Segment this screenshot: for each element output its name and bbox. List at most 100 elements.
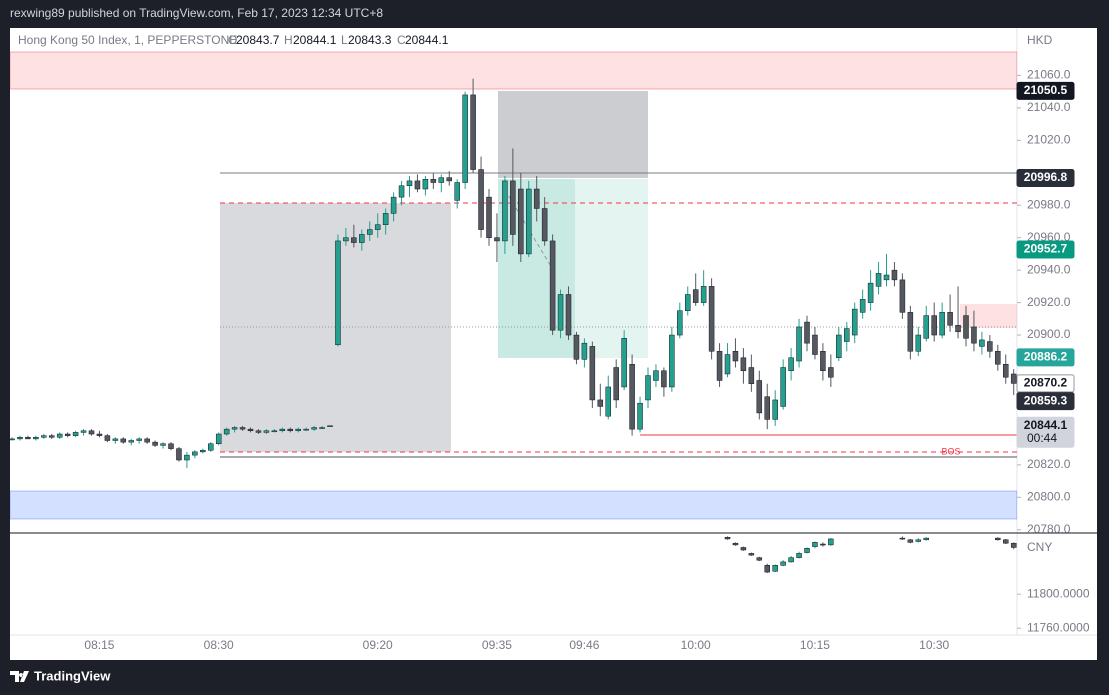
x-tick-label: 10:15 <box>800 638 830 652</box>
candle-body <box>995 351 1001 365</box>
candle-body <box>820 351 826 371</box>
candle-body <box>255 430 262 433</box>
countdown: 00:44 <box>1027 431 1057 445</box>
x-tick-label: 08:15 <box>84 638 114 652</box>
candle-body <box>732 542 739 546</box>
candle-body <box>971 326 977 344</box>
lower-candle <box>995 537 1001 541</box>
candle-body <box>669 334 675 388</box>
candle-body <box>1003 364 1009 378</box>
candle-body <box>899 279 906 313</box>
candle-body <box>41 435 47 438</box>
candle-body <box>478 169 484 230</box>
candle-body <box>764 565 770 573</box>
candle-body <box>788 557 794 563</box>
candle-body <box>923 315 929 339</box>
candle-body <box>851 308 858 336</box>
candle-body <box>987 341 993 352</box>
candle-body <box>653 370 659 381</box>
candle-body <box>462 94 468 183</box>
candle-body <box>176 448 182 461</box>
candle-body <box>160 443 166 446</box>
candle-body <box>152 441 158 446</box>
y-tick-label: 20800.0 <box>1027 489 1071 503</box>
price-badge <box>1016 348 1075 367</box>
candle-body <box>25 437 31 440</box>
candle-body <box>367 229 373 235</box>
candle-body <box>748 367 755 384</box>
price-badge-label: 21050.5 <box>1024 83 1068 97</box>
candle-body <box>732 351 739 362</box>
candle-body <box>112 438 119 441</box>
logo <box>10 671 29 682</box>
candle-body <box>621 338 627 388</box>
candle-body <box>406 180 413 187</box>
candle-body <box>502 180 508 242</box>
candle-body <box>589 346 596 401</box>
supply-zone <box>10 51 1017 90</box>
candle-body <box>271 430 278 433</box>
candle-body <box>788 357 794 371</box>
candle-body <box>685 294 691 311</box>
lower-candle <box>828 538 834 546</box>
candle-body <box>359 234 365 243</box>
candle-body <box>629 364 635 430</box>
candle-body <box>10 438 15 441</box>
candle-body <box>724 354 731 375</box>
candle-body <box>526 188 532 255</box>
candle-body <box>88 430 95 435</box>
price-badge-label: 20996.8 <box>1024 170 1068 184</box>
lower-candle <box>1010 542 1017 550</box>
ohlc-value: 20844.1 <box>293 33 337 47</box>
candle-body <box>247 428 254 432</box>
lower-candle <box>907 538 914 544</box>
ohlc-key: L <box>341 33 348 47</box>
candle-body <box>208 443 214 451</box>
candle-body <box>875 273 882 287</box>
candle-body <box>454 182 460 201</box>
candle-body <box>836 334 842 359</box>
x-tick-label: 09:35 <box>482 638 512 652</box>
ohlc-value: 20843.3 <box>348 33 392 47</box>
lower-candle <box>812 541 818 549</box>
candle-body <box>915 539 922 542</box>
candle-body <box>382 213 389 225</box>
candle-body <box>144 438 150 443</box>
candle-body <box>740 357 747 371</box>
candle-body <box>33 437 39 440</box>
price-badge <box>1016 392 1075 411</box>
candle-body <box>49 435 55 438</box>
candle-body <box>859 299 866 313</box>
candle-body <box>422 179 429 190</box>
candle-body <box>979 339 985 347</box>
price-badge <box>1016 416 1075 448</box>
candle-body <box>605 386 611 417</box>
candle-body <box>351 237 357 243</box>
y-tick-label: 20920.0 <box>1027 295 1071 309</box>
candle-body <box>390 196 397 214</box>
price-badge <box>1016 81 1075 100</box>
y-tick-label: 21060.0 <box>1027 68 1071 82</box>
lower-candle <box>724 536 731 540</box>
candle-body <box>319 427 325 429</box>
candle-body <box>661 370 667 388</box>
candle-body <box>891 269 898 281</box>
currency-label: HKD <box>1027 33 1053 47</box>
lower-candle <box>923 537 929 541</box>
candle-body <box>17 437 23 440</box>
y-tick-label: 20820.0 <box>1027 457 1071 471</box>
candle-body <box>796 326 802 362</box>
y-tick-label: 20900.0 <box>1027 327 1071 341</box>
candle-body <box>939 312 945 336</box>
candle-body <box>263 430 270 433</box>
demand-zone <box>10 490 1017 520</box>
ohlc-key: C <box>397 33 406 47</box>
y-tick-label: 21020.0 <box>1027 133 1071 147</box>
y-tick-label: 20960.0 <box>1027 230 1071 244</box>
candle-body <box>327 425 333 427</box>
candle-body <box>494 237 500 242</box>
candle-body <box>828 538 834 546</box>
candle-body <box>772 399 778 420</box>
lower-candle <box>1003 538 1009 545</box>
